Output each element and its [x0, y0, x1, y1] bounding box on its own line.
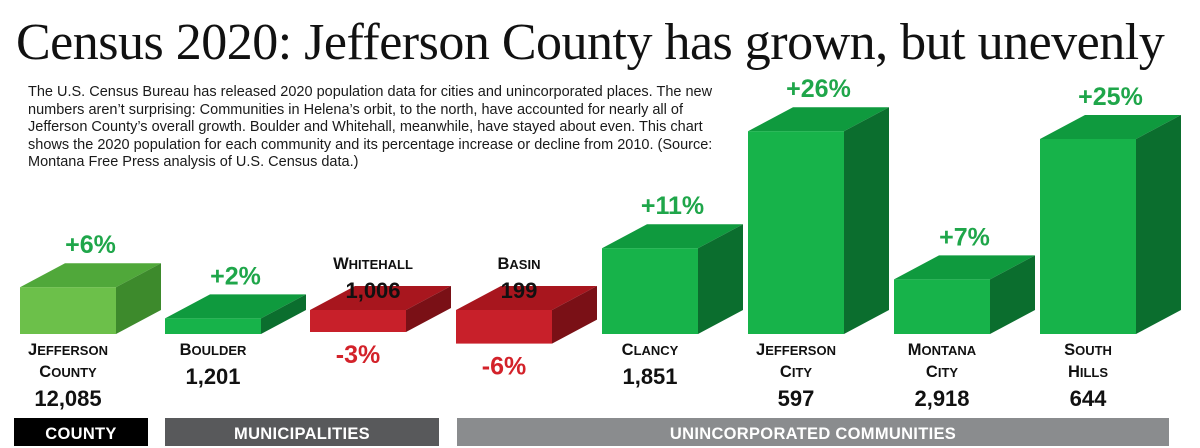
bar-label-whitehall: WHITEHALL	[333, 255, 413, 273]
label-segment: ILLS	[1080, 365, 1108, 380]
bar-top-jefferson-city	[748, 107, 889, 132]
population-jefferson-city: 597	[778, 386, 815, 411]
group-bar-municipal	[165, 418, 439, 446]
bar-side-south-hills	[1136, 115, 1181, 334]
label-segment: B	[498, 255, 510, 273]
group-label-municipal: MUNICIPALITIES	[234, 425, 370, 443]
chart-description: The U.S. Census Bureau has released 2020…	[28, 84, 713, 171]
bar-whitehall	[310, 310, 406, 332]
bar-label-jefferson-county-line-1: JEFFERSON	[28, 341, 108, 359]
label-segment: OULDER	[192, 343, 248, 358]
label-segment: ASIN	[509, 257, 540, 272]
bar-label-jefferson-city-line-2: CITY	[780, 363, 812, 381]
bar-side-basin	[552, 286, 597, 344]
label-segment: C	[780, 363, 792, 381]
label-segment: H	[1068, 363, 1080, 381]
population-whitehall: 1,006	[345, 278, 400, 303]
population-south-hills: 644	[1070, 386, 1107, 411]
pct-label-basin: -6%	[482, 353, 526, 381]
label-segment: C	[926, 363, 938, 381]
bar-montana-city	[894, 279, 990, 334]
bar-label-boulder-line-1: BOULDER	[180, 341, 247, 359]
label-segment: ONTANA	[922, 343, 977, 358]
bar-jefferson-city	[748, 131, 844, 334]
label-segment: EFFERSON	[765, 343, 836, 358]
bar-top-basin	[456, 286, 597, 310]
label-segment: HITEHALL	[349, 257, 413, 272]
bar-top-montana-city	[894, 255, 1035, 280]
pct-label-whitehall: -3%	[336, 341, 380, 369]
bar-boulder	[165, 318, 261, 334]
bar-south-hills	[1040, 139, 1136, 334]
label-segment: LANCY	[634, 343, 679, 358]
bar-label-montana-city-line-2: CITY	[926, 363, 958, 381]
pct-label-jefferson-city: +26%	[786, 75, 851, 103]
population-jefferson-county: 12,085	[34, 386, 101, 411]
label-segment: C	[622, 341, 634, 359]
bar-side-jefferson-city	[844, 107, 889, 334]
label-segment: C	[39, 363, 51, 381]
group-bar-county	[14, 418, 148, 446]
pct-label-montana-city: +7%	[939, 223, 990, 251]
label-segment: OUTH	[1075, 343, 1112, 358]
label-segment: W	[333, 255, 349, 273]
bar-top-boulder	[165, 294, 306, 319]
bar-label-basin: BASIN	[498, 255, 541, 273]
population-basin: 199	[501, 278, 538, 303]
group-label-county: COUNTY	[45, 425, 116, 443]
pct-label-south-hills: +25%	[1078, 83, 1143, 111]
bar-label-jefferson-city-line-1: JEFFERSON	[756, 341, 836, 359]
bar-jefferson-county	[20, 287, 116, 334]
label-segment: ITY	[792, 365, 813, 380]
bar-label-clancy-line-1: CLANCY	[622, 341, 679, 359]
bar-side-montana-city	[990, 255, 1035, 334]
pct-label-clancy: +11%	[641, 192, 704, 220]
bar-side-jefferson-county	[116, 263, 161, 334]
bar-label-montana-city-line-1: MONTANA	[908, 341, 977, 359]
bar-clancy	[602, 248, 698, 334]
label-segment: OUNTY	[51, 365, 97, 380]
label-segment: J	[756, 341, 765, 359]
bar-label-south-hills-line-2: HILLS	[1068, 363, 1108, 381]
bar-top-jefferson-county	[20, 263, 161, 288]
label-segment: S	[1064, 341, 1075, 359]
group-bar-unincorporated	[457, 418, 1169, 446]
label-segment: B	[180, 341, 192, 359]
label-segment: M	[908, 341, 922, 359]
bar-basin	[456, 310, 552, 344]
chart-title: Census 2020: Jefferson County has grown,…	[16, 14, 1165, 71]
bar-side-boulder	[261, 294, 306, 334]
bar-label-jefferson-county-line-2: COUNTY	[39, 363, 97, 381]
bar-top-whitehall	[310, 286, 451, 310]
label-segment: J	[28, 341, 37, 359]
label-segment: EFFERSON	[37, 343, 108, 358]
population-montana-city: 2,918	[914, 386, 969, 411]
bar-label-south-hills-line-1: SOUTH	[1064, 341, 1112, 359]
bar-top-clancy	[602, 224, 743, 249]
group-label-unincorporated: UNINCORPORATED COMMUNITIES	[670, 425, 956, 443]
pct-label-boulder: +2%	[210, 262, 261, 290]
population-clancy: 1,851	[622, 364, 677, 389]
bar-top-south-hills	[1040, 115, 1181, 139]
pct-label-jefferson-county: +6%	[65, 231, 116, 259]
label-segment: ITY	[938, 365, 959, 380]
bar-side-clancy	[698, 224, 743, 334]
bar-side-whitehall	[406, 286, 451, 332]
population-boulder: 1,201	[185, 364, 240, 389]
